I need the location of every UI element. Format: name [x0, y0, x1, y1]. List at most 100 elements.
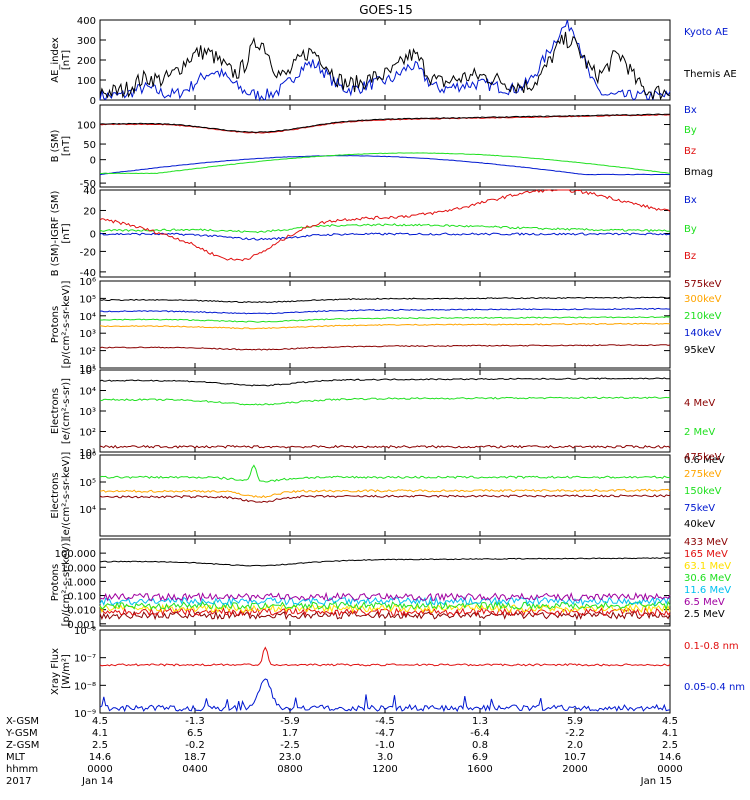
- x-tick-label: 0800: [277, 764, 302, 775]
- series-line-275kev: [99, 488, 671, 499]
- y-tick-label: 100.000: [55, 549, 96, 560]
- panel-frame: [99, 369, 671, 453]
- ephem-value: 6.5: [187, 728, 203, 739]
- y-tick-label: 200: [77, 56, 96, 67]
- y-tick-label: 0.010: [67, 606, 96, 617]
- y-tick-label: -20: [80, 247, 96, 258]
- ephem-row-label: MLT: [6, 752, 26, 763]
- series-line-0-05-0-4-nm: [99, 678, 671, 713]
- ephem-value: 4.1: [92, 728, 108, 739]
- series-line-63-1-mev: [99, 603, 671, 614]
- y-tick-label: 10⁴: [79, 505, 96, 516]
- series-line-4-mev: [99, 444, 671, 449]
- y-axis-label: AE_index[nT]: [50, 37, 72, 83]
- x-tick-label: 0400: [182, 764, 207, 775]
- series-line-bmag: [99, 113, 670, 133]
- chart-title: GOES-15: [359, 3, 413, 17]
- ephem-value: 18.7: [184, 752, 206, 763]
- panel-6: 100.000 10.000 1.000 0.100 0.010 0.001Protons…: [50, 537, 731, 631]
- legend-entry: By: [684, 224, 697, 235]
- legend-entry: Themis AE: [683, 69, 737, 80]
- legend-entry: 40keV: [684, 519, 715, 530]
- y-tick-label: 10²: [79, 347, 96, 358]
- ephem-value: 5.9: [567, 716, 583, 727]
- date-end: Jan 15: [640, 776, 672, 787]
- legend-entry: 2 MeV: [684, 427, 715, 438]
- ephem-value: 2.5: [92, 740, 108, 751]
- series-line-6-5-mev: [99, 591, 671, 603]
- panel-1: 100 50 0 -50 B (SM)[nT] Bx By Bz Bmag: [50, 104, 713, 190]
- legend-entry: 475keV: [684, 452, 722, 463]
- series-line-30-6-mev: [99, 600, 671, 611]
- y-tick-label: 10⁻⁸: [74, 681, 96, 692]
- legend-entry: 0.05-0.4 nm: [684, 682, 745, 693]
- panel-4: 10⁵ 10⁴ 10³ 10² 10¹ Electrons[e/(cm²-s-sr)] 4 …: [50, 366, 725, 466]
- ephem-value: 3.0: [377, 752, 393, 763]
- ephem-row-label: X-GSM: [6, 716, 39, 727]
- ephem-value: 1.7: [282, 728, 298, 739]
- x-tick-label: 2000: [562, 764, 587, 775]
- y-tick-label: 10⁵: [79, 366, 96, 377]
- legend-entry: 575keV: [684, 279, 722, 290]
- legend-entry: Bx: [684, 105, 697, 116]
- y-tick-label: -50: [80, 179, 96, 190]
- y-tick-label: 50: [83, 140, 96, 151]
- ephem-value: 6.9: [472, 752, 488, 763]
- series-line-2-5-mev: [99, 557, 671, 567]
- panel-2: 40 20 0 -20 -40 B (SM)-IGRF (SM)[nT] Bx By Bz: [50, 186, 697, 279]
- ephem-value: 10.7: [564, 752, 586, 763]
- ephem-value: -4.5: [375, 716, 395, 727]
- series-line-11-6-mev: [99, 596, 671, 607]
- ephem-value: 23.0: [279, 752, 301, 763]
- legend-entry: 0.6 MeV: [684, 455, 725, 466]
- y-tick-label: 10¹: [79, 364, 96, 375]
- panel-7: 10⁻⁸ 10⁻⁷ 10⁻⁸ 10⁻⁹ Xray Flux[W/m²] 0.1-0.8 n…: [50, 626, 745, 720]
- y-axis-label: B (SM)-IGRF (SM)[nT]: [50, 191, 72, 277]
- y-tick-label: 10⁴: [79, 312, 96, 323]
- series-line-bz: [99, 189, 671, 262]
- legend-entry: 95keV: [684, 345, 715, 356]
- series-line-150kev: [99, 464, 671, 483]
- ephem-value: -6.4: [470, 728, 490, 739]
- legend-entry: 30.6 MeV: [684, 573, 731, 584]
- y-tick-label: 10⁻⁷: [74, 654, 96, 665]
- panel-frame: [99, 19, 671, 101]
- y-tick-label: 10.000: [61, 563, 96, 574]
- y-tick-label: 300: [77, 36, 96, 47]
- panel-frame: [99, 629, 671, 714]
- ephem-value: 2.0: [567, 740, 583, 751]
- y-tick-label: 0: [90, 156, 96, 167]
- y-tick-label: 10⁵: [79, 294, 96, 305]
- y-tick-label: 10²: [79, 428, 96, 439]
- legend-entry: 300keV: [684, 294, 722, 305]
- legend-entry: 11.6 MeV: [684, 585, 731, 596]
- y-tick-label: 10³: [79, 329, 96, 340]
- legend-entry: 4 MeV: [684, 398, 715, 409]
- y-tick-label: 10⁶: [79, 451, 96, 462]
- y-axis-label: Electrons[e/(cm²-s-sr)]: [50, 378, 72, 444]
- legend-entry: 140keV: [684, 328, 722, 339]
- legend-entry: 433 MeV: [684, 537, 728, 548]
- legend-entry: 165 MeV: [684, 549, 728, 560]
- legend-entry: 275keV: [684, 469, 722, 480]
- series-line-575kev: [99, 344, 671, 351]
- legend-entry: Bz: [684, 146, 696, 157]
- y-tick-label: 0.001: [67, 620, 96, 631]
- legend-entry: Bx: [684, 195, 697, 206]
- series-line-bx: [99, 232, 671, 241]
- y-tick-label: 100: [77, 76, 96, 87]
- legend-entry: Bmag: [684, 167, 713, 178]
- ephem-row-label: Y-GSM: [5, 728, 38, 739]
- date-start: Jan 14: [81, 776, 113, 787]
- ephem-value: 4.1: [662, 728, 678, 739]
- series-line-0-6-mev: [99, 377, 670, 387]
- y-axis-label: Xray Flux[W/m²]: [50, 648, 72, 695]
- series-line-140kev: [99, 307, 671, 315]
- series-line-kyoto-ae: [99, 19, 671, 102]
- ephem-value: -2.2: [565, 728, 585, 739]
- series-line-bx: [99, 155, 671, 176]
- x-tick-label: 0000: [87, 764, 112, 775]
- y-tick-label: 10⁵: [79, 478, 96, 489]
